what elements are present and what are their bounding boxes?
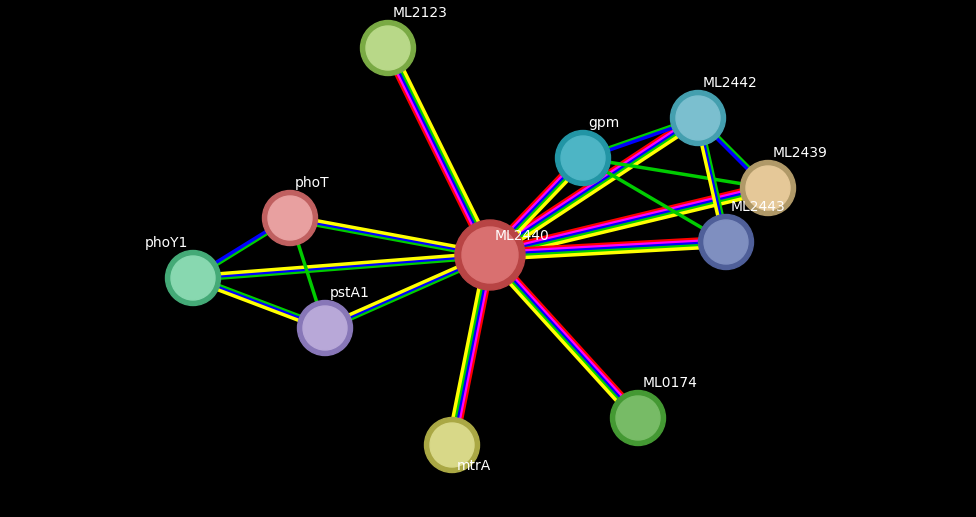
- Circle shape: [561, 136, 605, 180]
- Circle shape: [263, 190, 317, 246]
- Text: pstA1: pstA1: [330, 286, 370, 300]
- Text: gpm: gpm: [588, 116, 619, 130]
- Circle shape: [462, 227, 518, 283]
- Circle shape: [611, 390, 666, 446]
- Text: ML2123: ML2123: [393, 6, 448, 20]
- Circle shape: [671, 90, 725, 145]
- Circle shape: [676, 96, 720, 140]
- Text: ML0174: ML0174: [643, 376, 698, 390]
- Circle shape: [616, 396, 660, 440]
- Circle shape: [268, 196, 312, 240]
- Text: ML2439: ML2439: [773, 146, 828, 160]
- Text: ML2442: ML2442: [703, 76, 757, 90]
- Circle shape: [455, 220, 525, 290]
- Text: ML2440: ML2440: [495, 229, 549, 243]
- Circle shape: [699, 215, 753, 269]
- Circle shape: [555, 130, 611, 186]
- Circle shape: [704, 220, 748, 264]
- Circle shape: [171, 256, 215, 300]
- Circle shape: [360, 21, 416, 75]
- Text: phoY1: phoY1: [144, 236, 188, 250]
- Text: ML2443: ML2443: [731, 200, 786, 214]
- Circle shape: [303, 306, 347, 350]
- Circle shape: [298, 300, 352, 356]
- Circle shape: [746, 166, 790, 210]
- Circle shape: [741, 160, 795, 216]
- Circle shape: [166, 251, 221, 306]
- Circle shape: [430, 423, 474, 467]
- Circle shape: [366, 26, 410, 70]
- Text: mtrA: mtrA: [457, 459, 491, 473]
- Circle shape: [425, 418, 479, 473]
- Text: phoT: phoT: [295, 176, 330, 190]
